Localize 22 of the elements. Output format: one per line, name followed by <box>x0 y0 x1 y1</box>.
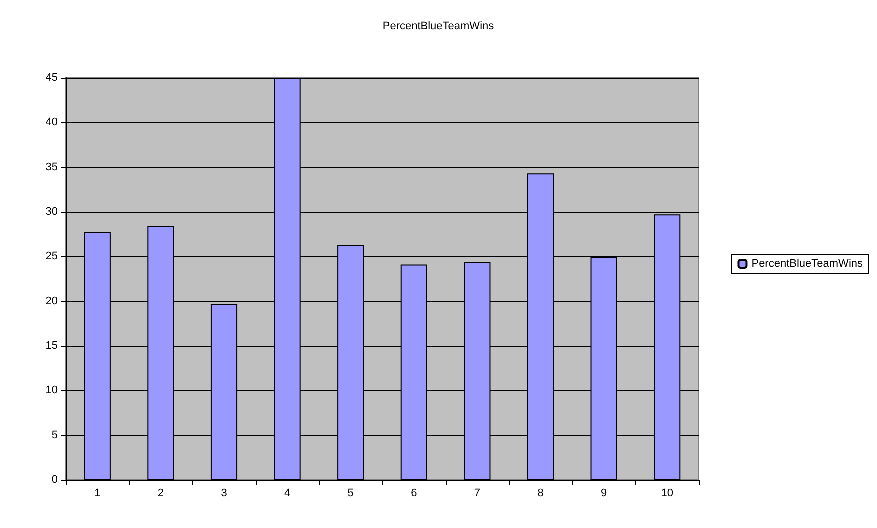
y-tick-label: 30 <box>46 206 58 218</box>
x-tick-label: 10 <box>661 488 674 500</box>
x-tick-label: 1 <box>94 488 101 500</box>
y-tick-label: 35 <box>46 161 58 174</box>
x-tick-label: 4 <box>284 488 291 500</box>
legend-label: PercentBlueTeamWins <box>752 258 864 270</box>
y-tick-label: 40 <box>46 116 58 129</box>
y-tick-label: 0 <box>52 474 58 486</box>
x-tick-label: 2 <box>158 488 164 500</box>
x-tick-label: 9 <box>600 488 608 500</box>
y-tick-label: 20 <box>46 295 58 308</box>
y-tick-label: 15 <box>46 340 58 352</box>
x-tick-label: 6 <box>411 488 418 500</box>
y-tick-label: 25 <box>46 250 58 263</box>
chart-title: PercentBlueTeamWins <box>382 20 495 32</box>
x-tick-label: 8 <box>538 488 544 500</box>
y-tick-label: 10 <box>46 384 58 397</box>
y-tick-label: 5 <box>52 429 58 442</box>
x-tick-label: 7 <box>474 488 481 500</box>
y-tick-label: 45 <box>46 72 58 84</box>
x-tick-label: 3 <box>221 488 228 500</box>
x-tick-label: 5 <box>348 488 354 500</box>
